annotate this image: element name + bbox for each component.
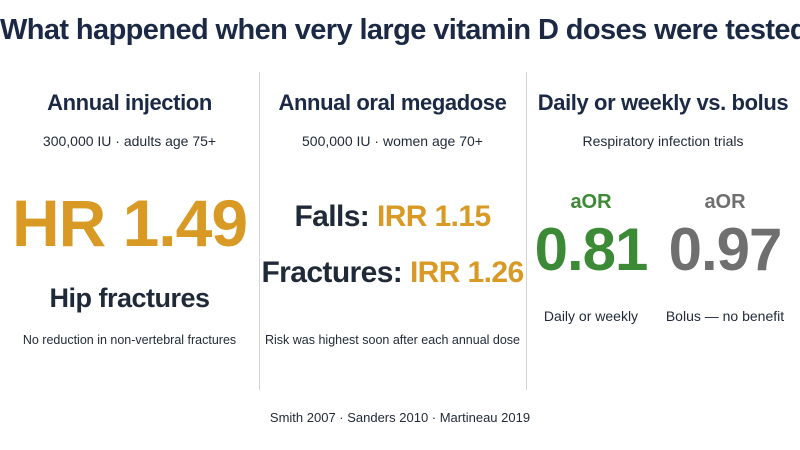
oral-column: Annual oral megadose 500,000 IU · women … [259,0,526,450]
dosing-subtitle: Respiratory infection trials [582,133,744,149]
falls-stat: Falls: IRR 1.15 [259,200,526,234]
dosing-column: Daily or weekly vs. bolus Respiratory in… [526,0,800,450]
injection-hazard-ratio: HR 1.49 [11,186,248,260]
daily-comparison: aOR 0.81 Daily or weekly [526,190,656,324]
falls-value: IRR 1.15 [376,200,491,233]
bolus-value: 0.97 [668,216,783,283]
oral-heading: Annual oral megadose [278,90,507,115]
bolus-comparison: aOR 0.97 Bolus — no benefit [660,190,790,324]
bolus-metric: aOR [704,191,746,213]
fractures-label: Fractures: [261,256,403,289]
falls-label: Falls: [294,200,370,233]
column-divider [259,72,260,390]
injection-column: Annual injection 300,000 IU · adults age… [0,0,259,450]
daily-caption: Daily or weekly [543,308,639,324]
oral-note: Risk was highest soon after each annual … [264,333,521,347]
slide-title: What happened when very large vitamin D … [0,14,800,46]
bolus-caption: Bolus — no benefit [665,308,785,324]
fractures-value: IRR 1.26 [409,256,524,289]
injection-note: No reduction in non-vertebral fractures [22,333,237,347]
injection-outcome: Hip fractures [49,283,210,313]
daily-metric: aOR [570,191,612,213]
oral-subtitle: 500,000 IU · women age 70+ [302,133,483,149]
injection-subtitle: 300,000 IU · adults age 75+ [42,133,217,149]
injection-heading: Annual injection [47,90,212,115]
dosing-heading: Daily or weekly vs. bolus [537,90,789,115]
column-divider [526,72,527,390]
citations-footer: Smith 2007 · Sanders 2010 · Martineau 20… [269,410,531,425]
daily-value: 0.81 [534,216,649,283]
fractures-stat: Fractures: IRR 1.26 [259,256,526,290]
